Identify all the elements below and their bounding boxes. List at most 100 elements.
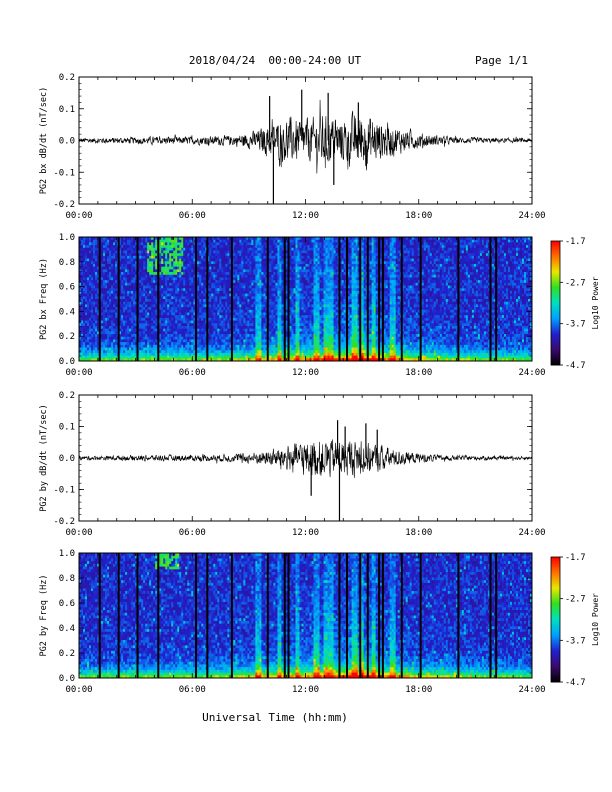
colorbar-tick-label: -1.7 bbox=[565, 553, 585, 563]
figure-title: 2018/04/24 00:00-24:00 UT bbox=[189, 54, 362, 67]
panel-2: 00:00 06:00 12:00 18:00 24:00 1.0 0.8 0.6 0.4 0.2… bbox=[39, 233, 600, 378]
data-gap-column bbox=[206, 553, 208, 678]
y-tick-label: -0.1 bbox=[53, 168, 75, 178]
y-tick-label: 0.8 bbox=[59, 258, 75, 268]
data-gap-column bbox=[420, 237, 422, 361]
x-tick-label: 24:00 bbox=[518, 685, 545, 695]
x-tick-label: 00:00 bbox=[65, 528, 92, 538]
data-gap-column bbox=[346, 237, 348, 361]
data-gap-column bbox=[359, 237, 361, 361]
colorbar-tick-label: -3.7 bbox=[565, 636, 585, 646]
data-gap-column bbox=[231, 553, 233, 678]
data-gap-column bbox=[382, 553, 384, 678]
data-gap-column bbox=[284, 553, 286, 678]
colorbar-tick-label: -2.7 bbox=[565, 278, 585, 288]
x-tick-label: 06:00 bbox=[179, 211, 206, 221]
data-gap-column bbox=[338, 553, 340, 678]
data-gap-column bbox=[359, 553, 361, 678]
x-tick-label: 24:00 bbox=[518, 368, 545, 378]
y-tick-label: 0.2 bbox=[59, 391, 75, 401]
panel-3: 00:00 06:00 12:00 18:00 24:00 0.2 0.1 0.0 -0.1 -0… bbox=[39, 391, 546, 538]
data-gap-column bbox=[231, 237, 233, 361]
series-line bbox=[79, 439, 532, 477]
data-gap-column bbox=[99, 237, 101, 361]
x-tick-label: 12:00 bbox=[292, 211, 319, 221]
data-gap-column bbox=[401, 553, 403, 678]
y-axis-title: PG2 bx dB/dt (nT/sec) bbox=[39, 87, 49, 194]
x-tick-label: 00:00 bbox=[65, 211, 92, 221]
y-axis-title: PG2 by Freq (Hz) bbox=[39, 575, 49, 657]
colorbar-title: Log10 Power bbox=[591, 276, 600, 329]
y-tick-label: -0.2 bbox=[53, 200, 75, 210]
x-tick-label: 12:00 bbox=[292, 685, 319, 695]
panel-1: 00:00 06:00 12:00 18:00 24:00 0.2 0.1 0.0 -0.1 -0… bbox=[39, 73, 546, 221]
x-axis-title: Universal Time (hh:mm) bbox=[202, 711, 348, 724]
data-gap-column bbox=[157, 553, 159, 678]
x-tick-label: 24:00 bbox=[518, 528, 545, 538]
y-tick-label: 0.4 bbox=[59, 624, 75, 634]
series-line bbox=[79, 100, 532, 174]
y-axis-title: PG2 bx Freq (Hz) bbox=[39, 258, 49, 340]
colorbar-tick-label: -4.7 bbox=[565, 678, 585, 688]
y-tick-label: 0.6 bbox=[59, 599, 75, 609]
colorbar-tick-label: -2.7 bbox=[565, 595, 585, 605]
data-gap-column bbox=[346, 553, 348, 678]
y-tick-label: 0.0 bbox=[59, 674, 75, 684]
x-tick-label: 18:00 bbox=[405, 528, 432, 538]
data-gap-column bbox=[457, 553, 459, 678]
data-gap-column bbox=[367, 237, 369, 361]
y-tick-label: 0.6 bbox=[59, 283, 75, 293]
data-gap-column bbox=[99, 553, 101, 678]
y-tick-label: 0.0 bbox=[59, 454, 75, 464]
data-gap-column bbox=[495, 553, 497, 678]
x-tick-label: 06:00 bbox=[179, 368, 206, 378]
spectrogram-cells bbox=[79, 237, 532, 361]
data-gap-column bbox=[118, 237, 120, 361]
data-gap-column bbox=[378, 553, 380, 678]
panels-group: 00:00 06:00 12:00 18:00 24:00 0.2 0.1 0.0 -0.1 -0… bbox=[39, 73, 600, 695]
x-tick-label: 00:00 bbox=[65, 368, 92, 378]
y-tick-label: 0.1 bbox=[59, 105, 75, 115]
y-tick-label: -0.2 bbox=[53, 517, 75, 527]
x-tick-label: 12:00 bbox=[292, 368, 319, 378]
data-gap-column bbox=[267, 237, 269, 361]
y-tick-label: 0.1 bbox=[59, 423, 75, 433]
colorbar-tick-label: -4.7 bbox=[565, 361, 585, 371]
y-tick-label: 0.2 bbox=[59, 332, 75, 342]
y-tick-label: 0.2 bbox=[59, 73, 75, 83]
y-tick-label: 0.8 bbox=[59, 574, 75, 584]
y-tick-label: 0.0 bbox=[59, 137, 75, 147]
x-tick-label: 18:00 bbox=[405, 685, 432, 695]
data-gap-column bbox=[284, 237, 286, 361]
spectrogram-cells bbox=[79, 553, 532, 678]
data-gap-column bbox=[338, 237, 340, 361]
x-tick-label: 06:00 bbox=[179, 528, 206, 538]
x-tick-label: 12:00 bbox=[292, 528, 319, 538]
panel-4: 00:00 06:00 12:00 18:00 24:001.00.80.60.40.2… bbox=[39, 549, 600, 695]
data-gap-column bbox=[495, 237, 497, 361]
data-gap-column bbox=[118, 553, 120, 678]
colorbar-tick-label: -3.7 bbox=[565, 320, 585, 330]
y-tick-label: -0.1 bbox=[53, 486, 75, 496]
y-tick-label: 0.4 bbox=[59, 307, 75, 317]
y-tick-label: 1.0 bbox=[59, 233, 75, 243]
page-number: Page 1/1 bbox=[475, 54, 528, 67]
data-gap-column bbox=[137, 553, 139, 678]
x-tick-label: 24:00 bbox=[518, 211, 545, 221]
x-tick-label: 18:00 bbox=[405, 211, 432, 221]
data-gap-column bbox=[367, 553, 369, 678]
data-gap-column bbox=[195, 553, 197, 678]
data-gap-column bbox=[457, 237, 459, 361]
data-gap-column bbox=[288, 237, 290, 361]
data-gap-column bbox=[288, 553, 290, 678]
x-tick-label: 06:00 bbox=[179, 685, 206, 695]
x-tick-label: 18:00 bbox=[405, 368, 432, 378]
data-gap-column bbox=[206, 237, 208, 361]
data-gap-column bbox=[378, 237, 380, 361]
y-tick-label: 0.0 bbox=[59, 357, 75, 367]
x-tick-label: 00:00 bbox=[65, 685, 92, 695]
y-axis-title: PG2 by dB/dt (nT/sec) bbox=[39, 404, 49, 511]
y-tick-label: 1.0 bbox=[59, 549, 75, 559]
